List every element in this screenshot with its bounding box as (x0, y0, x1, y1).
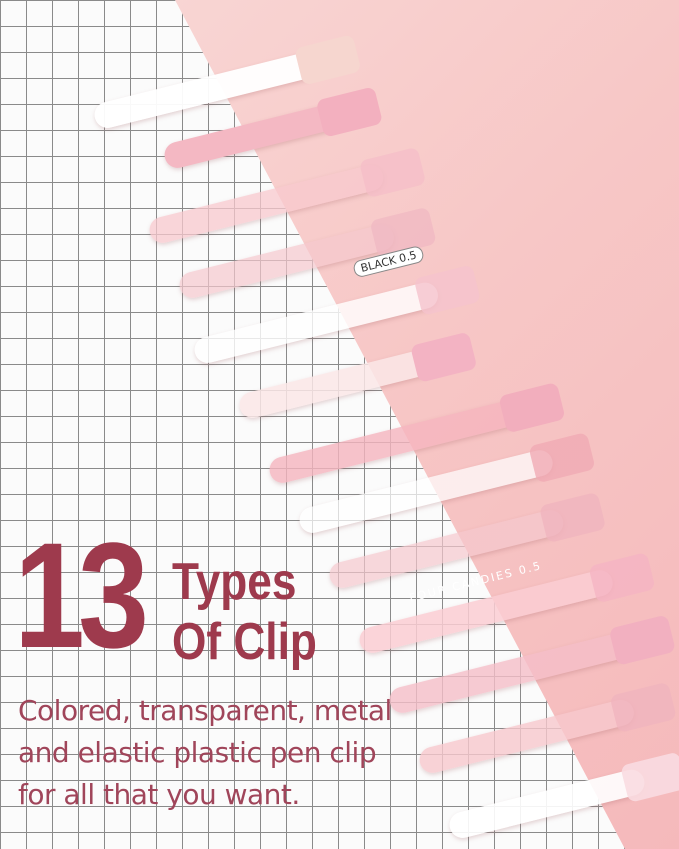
description-line: for all that you want. (18, 778, 300, 811)
headline-line-2: Of Clip (172, 613, 317, 671)
description-line: and elastic plastic pen clip (18, 736, 377, 769)
description: Colored, transparent, metal and elastic … (18, 690, 392, 816)
description-line: Colored, transparent, metal (18, 694, 392, 727)
headline-number: 13 (14, 511, 149, 679)
headline-line-1: Types (172, 553, 297, 611)
